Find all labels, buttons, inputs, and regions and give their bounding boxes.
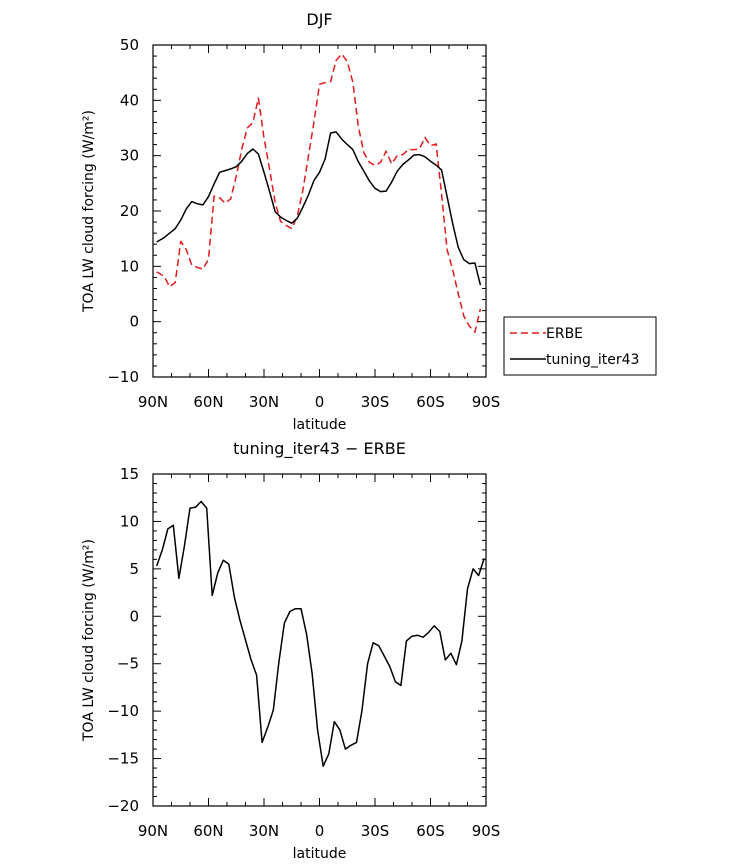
plot-frame	[152, 473, 487, 807]
y-axis-label: TOA LW cloud forcing (W/m²)	[81, 539, 97, 742]
x-tick-label: 0	[315, 393, 325, 411]
y-axis-label: TOA LW cloud forcing (W/m²)	[81, 110, 97, 313]
y-tick-label: −15	[107, 750, 139, 768]
y-tick-label: 0	[129, 607, 139, 625]
x-tick-label: 60S	[416, 822, 445, 840]
x-tick-label: 60N	[193, 822, 223, 840]
series-line-tuning-iter43	[156, 131, 482, 286]
x-tick-label: 60S	[416, 393, 445, 411]
y-tick-label: 15	[120, 465, 139, 483]
y-tick-label: −5	[117, 655, 139, 673]
x-tick-label: 90S	[472, 822, 501, 840]
y-tick-label: −10	[107, 702, 139, 720]
y-tick-label: −10	[107, 368, 139, 386]
y-tick-label: 10	[120, 257, 139, 275]
y-tick-label: 5	[129, 560, 139, 578]
x-tick-label: 30S	[361, 393, 390, 411]
x-axis-label: latitude	[293, 417, 347, 433]
y-tick-label: 40	[120, 91, 139, 109]
y-tick-label: 10	[120, 512, 139, 530]
x-tick-label: 30N	[249, 393, 279, 411]
legend-label: ERBE	[546, 326, 583, 342]
y-tick-label: 20	[120, 202, 139, 220]
x-tick-label: 90N	[138, 393, 168, 411]
legend-label: tuning_iter43	[546, 352, 639, 368]
chart-2: tuning_iter43 − ERBE 90N 60N 30N 0 30S 60S 90S −…	[81, 439, 500, 862]
x-tick-label: 60N	[193, 393, 223, 411]
x-axis-label: latitude	[293, 846, 347, 862]
x-tick-label: 0	[315, 822, 325, 840]
plot-frame	[152, 44, 487, 378]
chart-title: DJF	[306, 10, 332, 29]
x-tick-label: 30S	[361, 822, 390, 840]
x-tick-label: 90N	[138, 822, 168, 840]
chart-title: tuning_iter43 − ERBE	[233, 439, 406, 459]
y-tick-label: 0	[129, 313, 139, 331]
y-tick-label: −20	[107, 797, 139, 815]
x-tick-label: 90S	[472, 393, 501, 411]
y-tick-label: 30	[120, 147, 139, 165]
series-line-erbe	[156, 53, 482, 333]
x-tick-label: 30N	[249, 822, 279, 840]
series-line-difference	[155, 500, 485, 767]
legend: ERBE tuning_iter43	[503, 316, 657, 376]
y-tick-label: 50	[120, 36, 139, 54]
legend-box	[503, 316, 657, 376]
chart-1: DJF 90N 60N 30N 0 30S 60S 90S −10 0 10 20 30 40 50 lati…	[81, 10, 657, 433]
